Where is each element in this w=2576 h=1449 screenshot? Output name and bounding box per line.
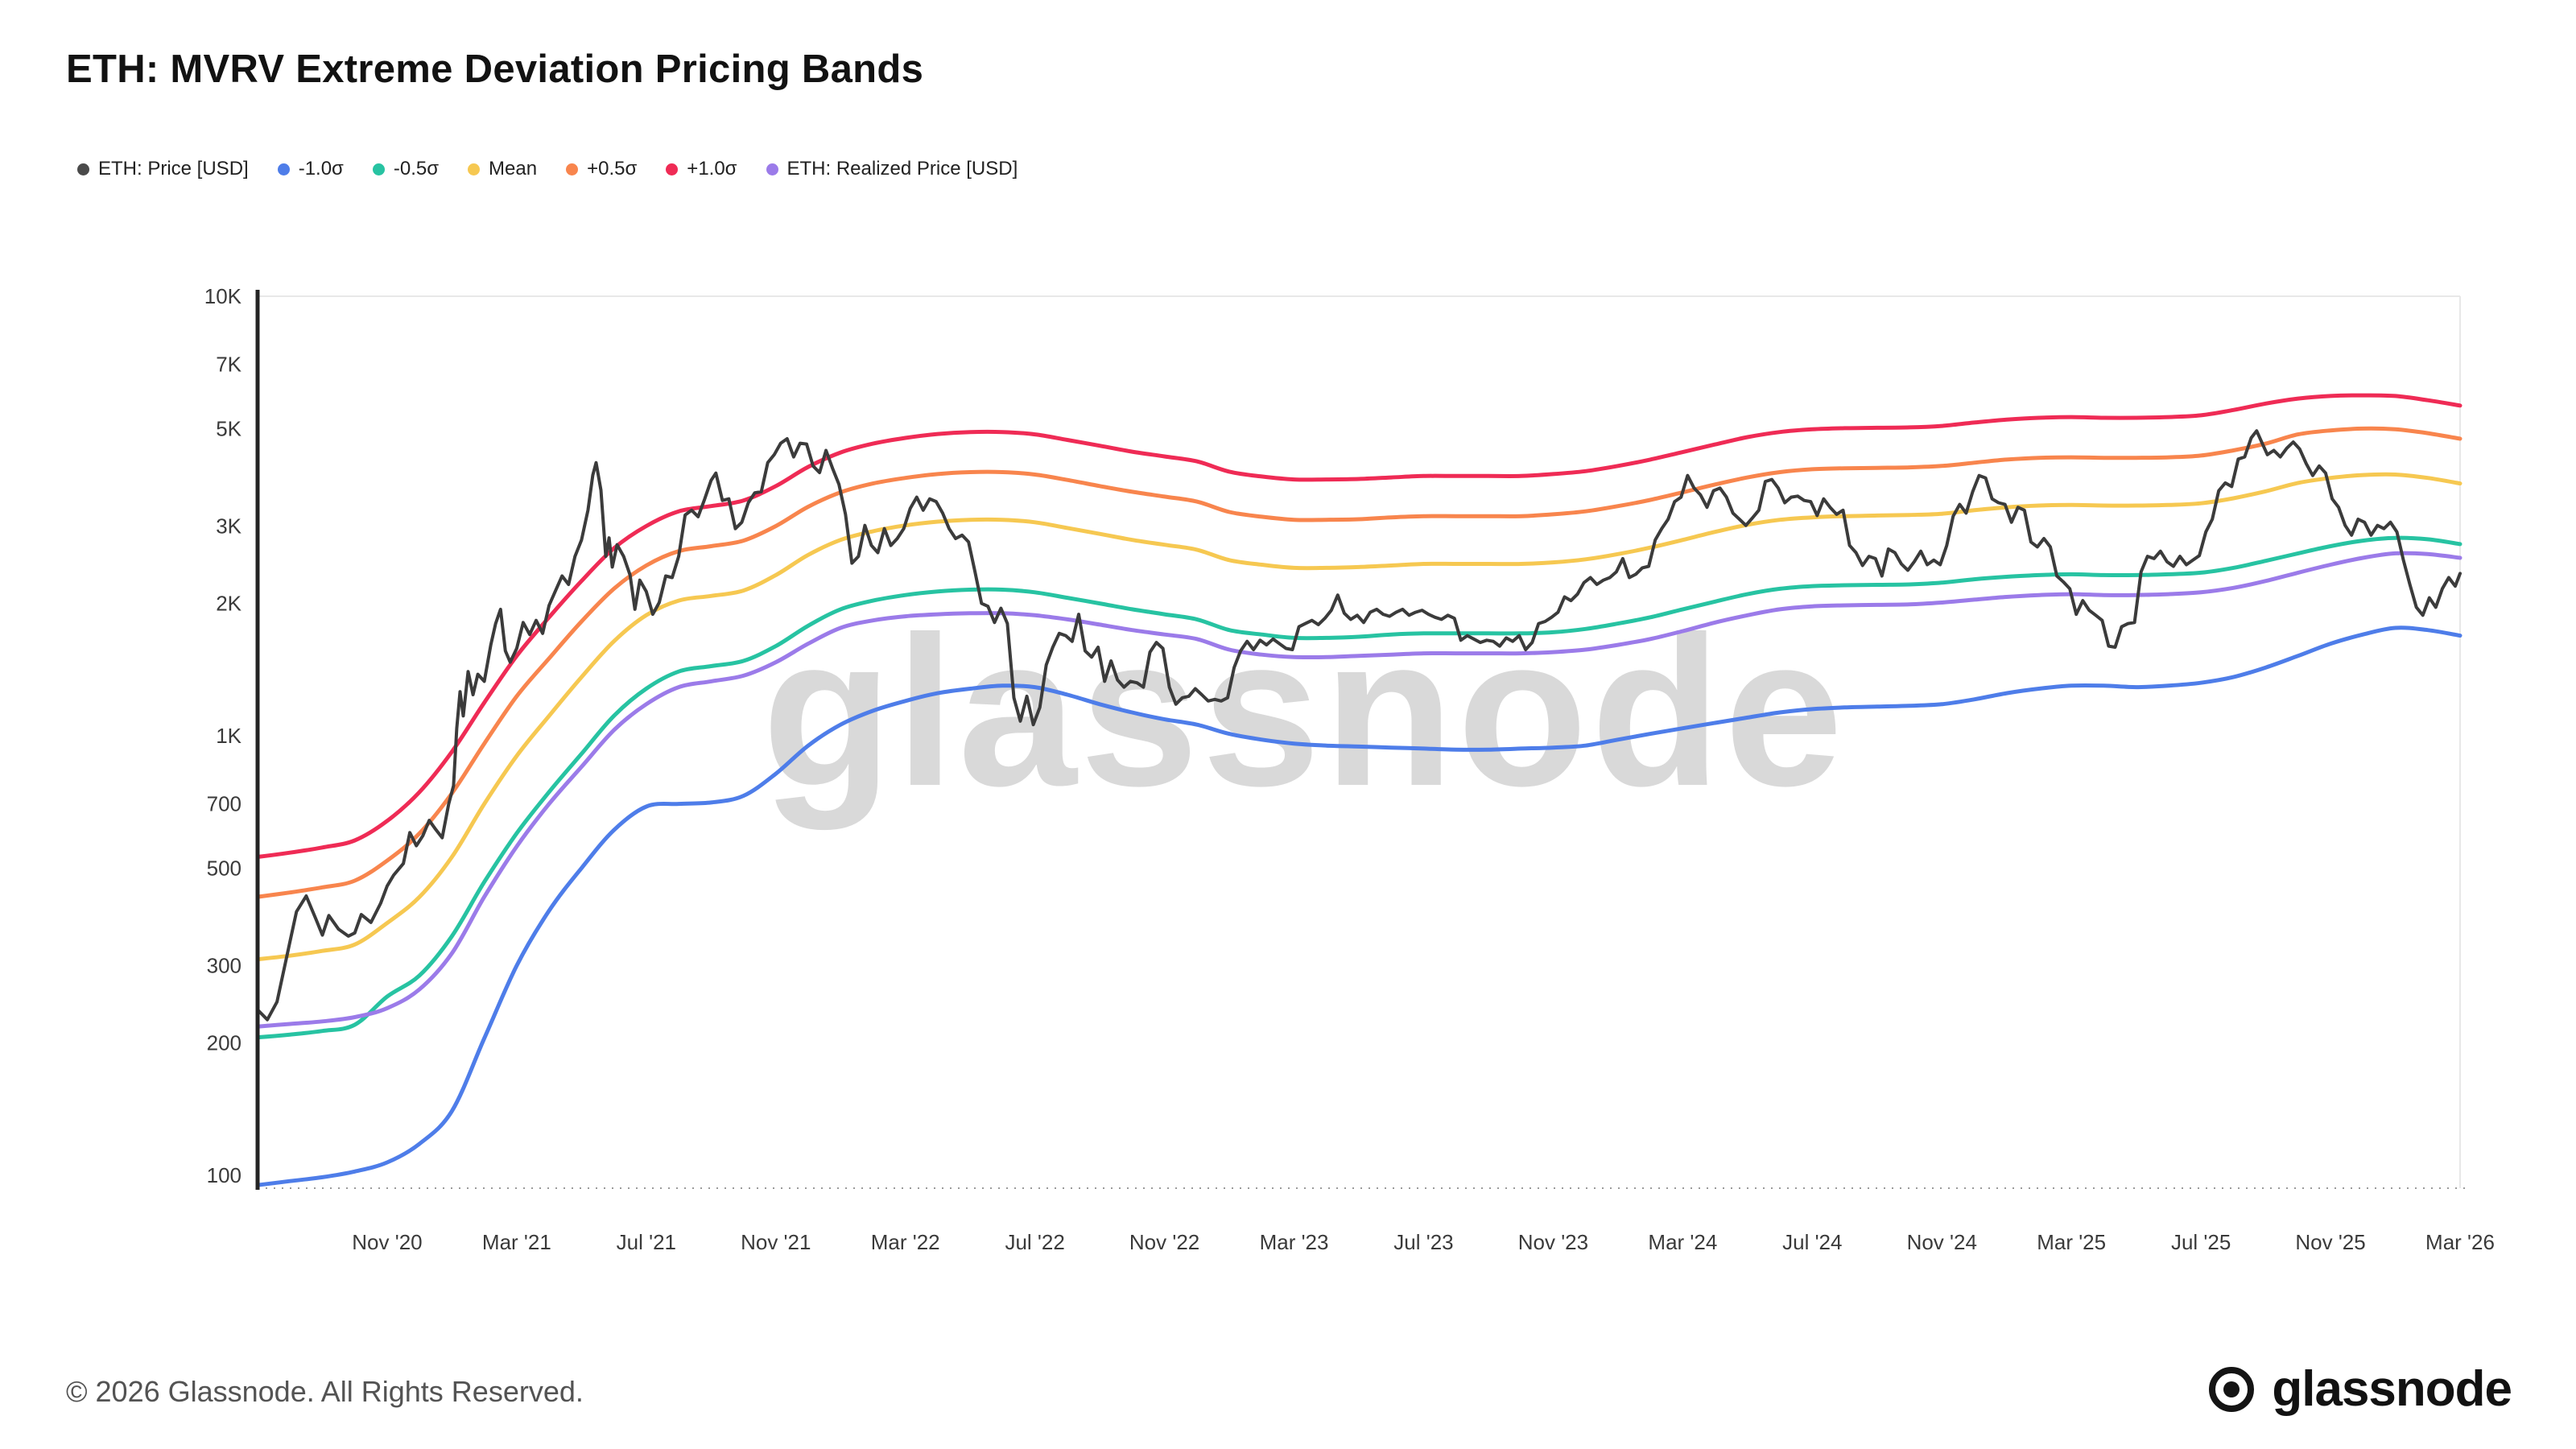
x-axis-label: Mar '23 xyxy=(1260,1230,1329,1254)
legend-swatch-plus-0-5-sigma xyxy=(566,163,579,175)
legend-item-eth-price[interactable]: ETH: Price [USD] xyxy=(77,158,249,180)
legend-swatch-plus-1-0-sigma xyxy=(666,163,679,175)
x-axis-label: Mar '21 xyxy=(482,1230,551,1254)
series-eth-realized-price-line xyxy=(255,551,2462,1029)
legend-swatch-minus-1-0-sigma xyxy=(277,163,290,175)
x-axis-label: Nov '23 xyxy=(1518,1230,1588,1254)
legend-swatch-eth-price xyxy=(77,163,89,175)
x-axis-label: Mar '26 xyxy=(2425,1230,2495,1254)
series-plus-1-0-sigma-line xyxy=(255,393,2462,859)
legend-item-plus-0-5-sigma[interactable]: +0.5σ xyxy=(566,158,637,180)
x-axis-label: Mar '22 xyxy=(871,1230,940,1254)
y-axis-label: 100 xyxy=(207,1163,242,1187)
legend-swatch-minus-0-5-sigma xyxy=(372,163,385,175)
glassnode-logo[interactable]: glassnode xyxy=(2206,1364,2512,1415)
x-axis-label: Jul '21 xyxy=(617,1230,676,1254)
glassnode-logo-text: glassnode xyxy=(2272,1361,2512,1417)
legend-item-plus-1-0-sigma[interactable]: +1.0σ xyxy=(666,158,737,180)
x-axis-label: Nov '24 xyxy=(1907,1230,1977,1254)
series-mean-line xyxy=(255,472,2462,962)
series-plus-0-5-sigma-line xyxy=(255,426,2462,899)
x-axis-label: Jul '22 xyxy=(1005,1230,1064,1254)
copyright-text: © 2026 Glassnode. All Rights Reserved. xyxy=(66,1375,584,1408)
y-axis-label: 200 xyxy=(207,1031,242,1055)
y-axis-label: 2K xyxy=(216,592,242,616)
x-axis-label: Mar '25 xyxy=(2037,1230,2106,1254)
x-axis-label: Jul '23 xyxy=(1393,1230,1453,1254)
legend-item-minus-0-5-sigma[interactable]: -0.5σ xyxy=(372,158,440,180)
x-axis-label: Nov '21 xyxy=(741,1230,811,1254)
y-axis-label: 7K xyxy=(216,353,242,377)
legend-label: -1.0σ xyxy=(298,158,344,180)
x-axis-label: Nov '22 xyxy=(1129,1230,1199,1254)
legend-item-minus-1-0-sigma[interactable]: -1.0σ xyxy=(277,158,344,180)
y-axis-label: 3K xyxy=(216,514,242,538)
series-eth-price-line xyxy=(256,429,2462,1022)
glassnode-watermark: glassnode xyxy=(762,592,1847,832)
legend-item-eth-realized-price[interactable]: ETH: Realized Price [USD] xyxy=(766,158,1018,180)
x-axis-label: Mar '24 xyxy=(1648,1230,1717,1254)
x-axis-label: Nov '25 xyxy=(2295,1230,2365,1254)
y-axis-label: 10K xyxy=(204,284,242,308)
legend-label: +0.5σ xyxy=(587,158,638,180)
legend-item-mean[interactable]: Mean xyxy=(468,158,537,180)
y-axis-label: 700 xyxy=(207,792,242,816)
page-title: ETH: MVRV Extreme Deviation Pricing Band… xyxy=(66,47,924,91)
legend-label: +1.0σ xyxy=(687,158,737,180)
legend-label: ETH: Realized Price [USD] xyxy=(786,158,1018,180)
chart-legend: ETH: Price [USD] -1.0σ -0.5σ Mean +0.5σ +1.0σ… xyxy=(77,158,1018,180)
legend-label: ETH: Price [USD] xyxy=(98,158,249,180)
x-axis-label: Nov '20 xyxy=(352,1230,422,1254)
glassnode-logo-icon xyxy=(2209,1367,2255,1412)
y-axis-label: 5K xyxy=(216,416,242,440)
y-axis-label: 1K xyxy=(216,724,242,748)
series-minus-1-0-sigma-line xyxy=(255,625,2462,1187)
y-axis-label: 500 xyxy=(207,856,242,880)
legend-swatch-eth-realized-price xyxy=(766,163,778,175)
series-minus-0-5-sigma-line xyxy=(255,535,2462,1040)
legend-label: Mean xyxy=(489,158,538,180)
legend-swatch-mean xyxy=(468,163,481,175)
legend-label: -0.5σ xyxy=(393,158,440,180)
x-axis-label: Jul '24 xyxy=(1782,1230,1842,1254)
x-axis-label: Jul '25 xyxy=(2171,1230,2231,1254)
y-axis-label: 300 xyxy=(207,953,242,977)
